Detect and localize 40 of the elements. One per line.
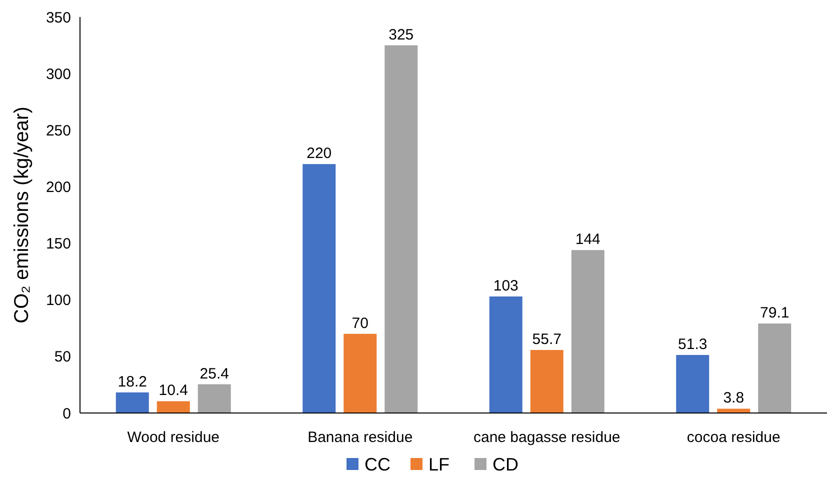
x-tick-label: Wood residue	[127, 429, 220, 446]
y-tick-label: 100	[46, 292, 71, 310]
y-axis-title: CO₂ emissions (kg/year)	[11, 106, 33, 324]
data-label: 144	[575, 231, 600, 248]
y-tick-label: 350	[46, 9, 71, 26]
bar	[571, 250, 604, 413]
y-tick-label: 50	[54, 348, 71, 366]
data-label: 3.8	[723, 390, 744, 407]
y-tick-label: 150	[46, 236, 71, 253]
bar	[530, 350, 564, 413]
data-label: 220	[306, 145, 332, 162]
data-label: 10.4	[158, 382, 188, 400]
bar	[156, 401, 190, 413]
legend-label: CC	[364, 454, 390, 474]
bar	[344, 334, 377, 413]
bar	[489, 296, 522, 413]
x-tick-label: cane bagasse residue	[473, 429, 620, 446]
legend-label: LF	[428, 454, 450, 474]
data-label: 79.1	[760, 304, 790, 322]
x-tick-label: cocoa residue	[686, 429, 780, 446]
bar	[758, 324, 792, 413]
data-label: 51.3	[678, 336, 708, 353]
y-tick-label: 300	[46, 66, 71, 83]
bar	[116, 392, 149, 413]
data-label: 25.4	[200, 365, 229, 382]
y-tick-label: 250	[46, 122, 71, 140]
data-label: 70	[352, 314, 368, 332]
bar	[676, 354, 710, 413]
data-label: 55.7	[532, 330, 562, 348]
bar	[198, 384, 231, 413]
y-tick-label: 200	[46, 178, 71, 196]
legend-label: CD	[492, 454, 518, 474]
y-tick-label: 0	[62, 405, 71, 422]
x-tick-label: Banana residue	[308, 429, 413, 446]
data-label: 103	[493, 277, 518, 294]
bar	[302, 164, 336, 413]
data-label: 18.2	[118, 373, 147, 390]
bar	[717, 408, 750, 413]
data-label: 325	[388, 26, 414, 44]
bar	[384, 45, 418, 413]
